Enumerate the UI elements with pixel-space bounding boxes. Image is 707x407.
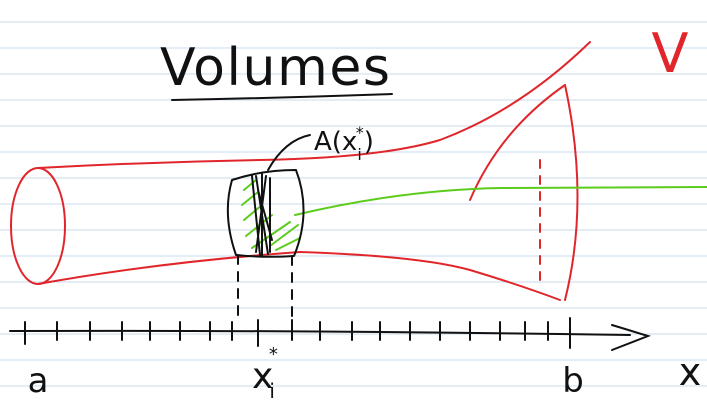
graph-curve <box>295 187 707 215</box>
slice-label-sup: * <box>356 123 364 142</box>
axis-end: b <box>562 361 584 401</box>
title: Volumes <box>160 38 390 98</box>
slice-label-close: ) <box>364 127 374 157</box>
annotation: V <box>652 22 689 85</box>
slice-label-sub: i <box>357 145 361 164</box>
axis-point-sub: i <box>269 379 275 403</box>
axis-point-sup: * <box>269 344 278 365</box>
slice <box>228 135 310 320</box>
note-page: Volumes V A(xi*) a b x xi* <box>0 0 707 407</box>
axis-variable: x <box>679 350 702 394</box>
axis-start: a <box>28 361 49 401</box>
axis-point: xi* <box>252 344 278 403</box>
slice-label-base: A(x <box>314 127 357 157</box>
